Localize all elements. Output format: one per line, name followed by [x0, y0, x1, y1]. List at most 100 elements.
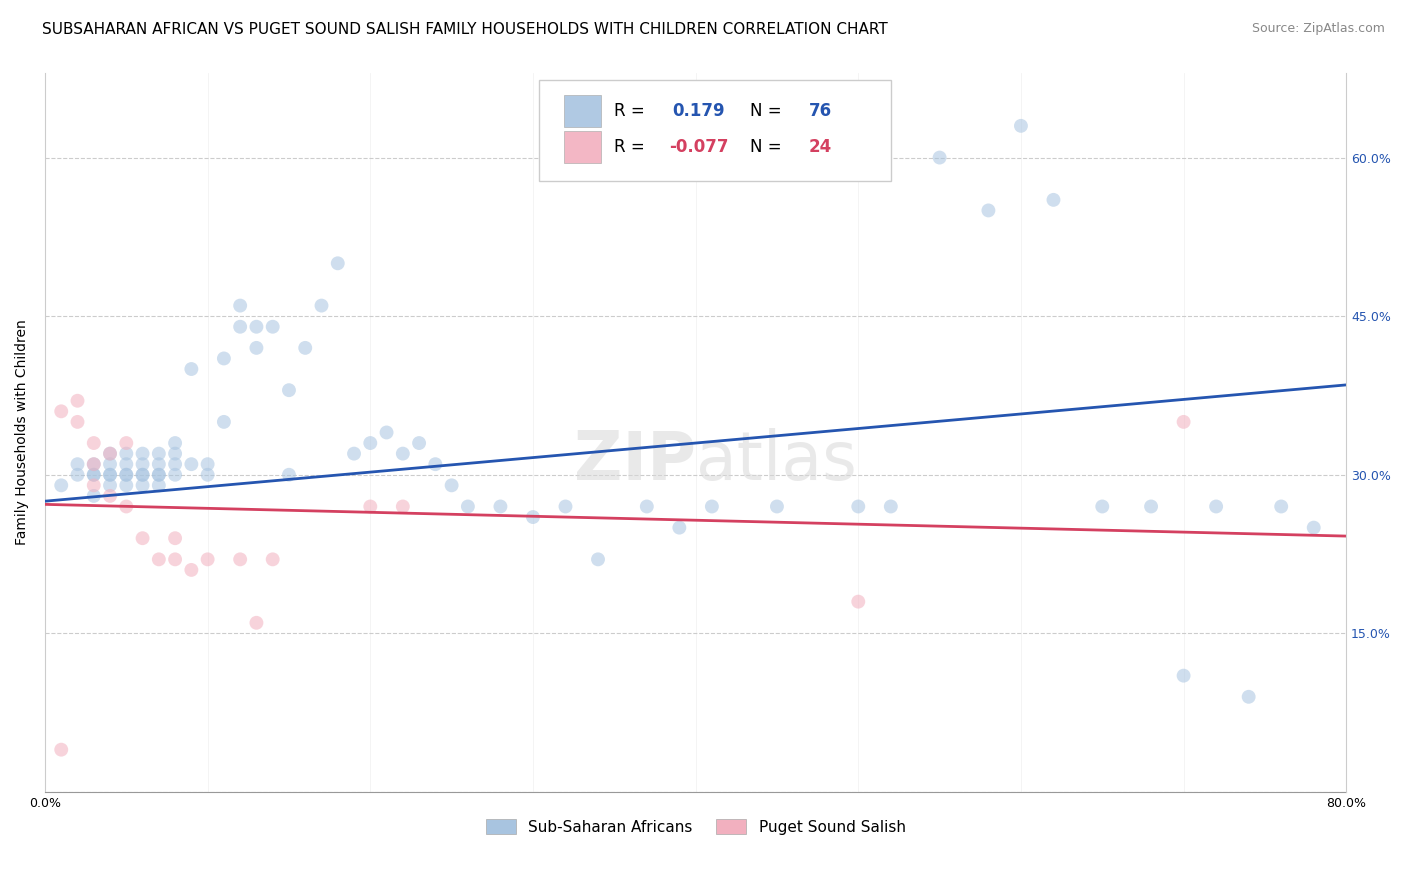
Point [212, 351, 235, 366]
Point [880, 500, 903, 514]
Point [165, 552, 187, 566]
Text: N =: N = [751, 102, 787, 120]
Point [1010, 119, 1032, 133]
Point [197, 552, 219, 566]
Text: R =: R = [613, 102, 650, 120]
Point [343, 447, 366, 461]
Point [51, 404, 73, 418]
Point [131, 478, 153, 492]
Point [98, 457, 121, 471]
Point [636, 500, 658, 514]
Point [148, 457, 170, 471]
Point [700, 500, 723, 514]
Point [554, 500, 576, 514]
Text: 0.179: 0.179 [672, 102, 725, 120]
Point [586, 552, 609, 566]
Point [131, 447, 153, 461]
Point [846, 500, 869, 514]
Point [148, 478, 170, 492]
Point [522, 510, 544, 524]
Point [98, 478, 121, 492]
Point [245, 615, 267, 630]
Text: atlas: atlas [696, 428, 856, 494]
Point [326, 256, 349, 270]
Point [165, 436, 187, 450]
Text: Source: ZipAtlas.com: Source: ZipAtlas.com [1251, 22, 1385, 36]
Point [83, 489, 105, 503]
Point [1173, 668, 1195, 682]
Text: R =: R = [613, 138, 650, 156]
Point [375, 425, 398, 440]
Point [83, 436, 105, 450]
Point [180, 563, 202, 577]
Y-axis label: Family Households with Children: Family Households with Children [15, 319, 30, 545]
Point [180, 457, 202, 471]
Point [131, 531, 153, 545]
Point [148, 447, 170, 461]
Point [197, 457, 219, 471]
Text: N =: N = [751, 138, 787, 156]
Point [148, 467, 170, 482]
Point [66, 457, 89, 471]
Text: ZIP: ZIP [574, 428, 696, 494]
Point [115, 457, 138, 471]
Point [66, 467, 89, 482]
Point [1140, 500, 1163, 514]
Text: SUBSAHARAN AFRICAN VS PUGET SOUND SALISH FAMILY HOUSEHOLDS WITH CHILDREN CORRELA: SUBSAHARAN AFRICAN VS PUGET SOUND SALISH… [42, 22, 889, 37]
Text: 76: 76 [808, 102, 832, 120]
Point [115, 478, 138, 492]
Point [115, 467, 138, 482]
Point [1237, 690, 1260, 704]
Point [1270, 500, 1292, 514]
Bar [564, 131, 600, 163]
Point [229, 299, 252, 313]
Point [83, 467, 105, 482]
Point [197, 467, 219, 482]
Point [165, 467, 187, 482]
Point [115, 436, 138, 450]
Point [294, 341, 316, 355]
FancyBboxPatch shape [540, 80, 891, 181]
Point [83, 467, 105, 482]
Point [489, 500, 512, 514]
Point [165, 531, 187, 545]
Point [180, 362, 202, 376]
Point [359, 436, 381, 450]
Text: 24: 24 [808, 138, 832, 156]
Point [766, 500, 789, 514]
Point [1091, 500, 1114, 514]
Point [115, 500, 138, 514]
Point [98, 447, 121, 461]
Point [115, 447, 138, 461]
Point [148, 552, 170, 566]
Point [392, 500, 415, 514]
Point [131, 467, 153, 482]
Point [359, 500, 381, 514]
Point [245, 341, 267, 355]
Point [98, 489, 121, 503]
Point [51, 478, 73, 492]
Point [262, 319, 284, 334]
Point [83, 457, 105, 471]
Point [457, 500, 479, 514]
Text: -0.077: -0.077 [669, 138, 730, 156]
Point [668, 521, 690, 535]
Point [66, 393, 89, 408]
Point [1173, 415, 1195, 429]
Point [98, 467, 121, 482]
Point [311, 299, 333, 313]
Point [278, 467, 301, 482]
Point [98, 467, 121, 482]
Point [977, 203, 1000, 218]
Point [212, 415, 235, 429]
Point [165, 447, 187, 461]
Point [1042, 193, 1064, 207]
Point [148, 467, 170, 482]
Point [229, 319, 252, 334]
Point [51, 742, 73, 756]
Point [245, 319, 267, 334]
Point [98, 447, 121, 461]
Point [425, 457, 447, 471]
Point [83, 457, 105, 471]
Point [83, 478, 105, 492]
